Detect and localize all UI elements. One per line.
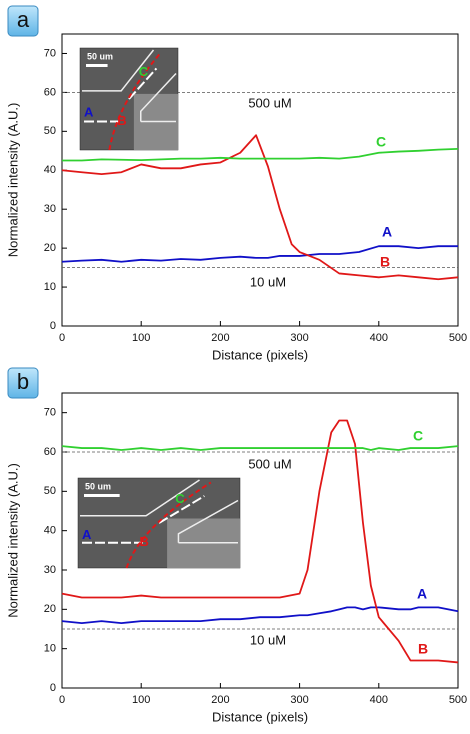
reference-label: 500 uM	[248, 456, 291, 471]
channel-outline	[82, 49, 177, 123]
channel-outline	[80, 479, 239, 544]
series-label: B	[380, 254, 390, 270]
line-c	[158, 495, 205, 524]
inset-label: B	[140, 534, 149, 549]
plot-frame	[61, 392, 459, 689]
y-tick-label: 50	[44, 485, 56, 497]
panel-badge	[7, 5, 39, 37]
x-tick-label: 300	[290, 332, 308, 344]
series-line	[62, 147, 459, 162]
x-tick-label: 0	[59, 332, 65, 344]
series-label: C	[413, 428, 423, 444]
reference-label: 500 uM	[248, 95, 291, 110]
y-tick-label: 60	[44, 86, 56, 98]
inset-label: C	[139, 64, 149, 79]
y-tick-label: 30	[44, 203, 56, 215]
scale-bar	[84, 494, 120, 497]
scale-bar	[86, 64, 108, 67]
inset-label: A	[84, 105, 94, 120]
series-label: A	[417, 586, 427, 602]
x-axis-title: Distance (pixels)	[212, 347, 308, 362]
x-tick-label: 100	[132, 332, 150, 344]
x-tick-label: 500	[449, 694, 467, 706]
y-tick-label: 40	[44, 164, 56, 176]
plot-frame	[61, 33, 459, 327]
series-line	[61, 606, 459, 624]
x-tick-label: 500	[449, 332, 467, 344]
y-tick-label: 50	[44, 125, 56, 137]
scale-label: 50 um	[85, 481, 111, 491]
y-tick-label: 0	[50, 320, 56, 332]
series-line	[61, 419, 459, 664]
x-tick-label: 200	[211, 694, 229, 706]
x-tick-label: 400	[370, 332, 388, 344]
x-axis-title: Distance (pixels)	[212, 709, 308, 724]
y-tick-label: 30	[44, 564, 56, 576]
y-tick-label: 10	[44, 643, 56, 655]
y-tick-label: 70	[44, 47, 56, 59]
y-tick-label: 20	[44, 603, 56, 615]
x-tick-label: 300	[290, 694, 308, 706]
inset-label: B	[117, 113, 126, 128]
x-tick-label: 0	[59, 694, 65, 706]
reference-label: 10 uM	[250, 632, 286, 647]
inset-label: A	[82, 527, 92, 542]
panel-badge	[7, 367, 39, 399]
series-label: B	[418, 641, 428, 657]
scale-label: 50 um	[87, 51, 113, 61]
x-tick-label: 200	[211, 332, 229, 344]
y-tick-label: 0	[50, 682, 56, 694]
x-tick-label: 400	[370, 694, 388, 706]
line-b	[125, 481, 212, 569]
line-b	[108, 52, 162, 151]
x-tick-label: 100	[132, 694, 150, 706]
line-c	[128, 67, 158, 100]
series-label: C	[376, 134, 386, 150]
y-axis-title: Normalized intensity (A.U.)	[5, 463, 20, 618]
y-tick-label: 60	[44, 446, 56, 458]
series-line	[61, 134, 459, 281]
series-label: A	[382, 224, 392, 240]
reference-label: 10 uM	[250, 274, 286, 289]
series-line	[61, 245, 458, 263]
y-tick-label: 70	[44, 407, 56, 419]
panel-label: a	[17, 7, 30, 32]
series-line	[61, 445, 459, 451]
y-tick-label: 40	[44, 525, 56, 537]
inset-label: C	[175, 491, 185, 506]
panel-label: b	[17, 369, 29, 394]
y-axis-title: Normalized intensity (A.U.)	[5, 103, 20, 258]
y-tick-label: 20	[44, 242, 56, 254]
y-tick-label: 10	[44, 281, 56, 293]
